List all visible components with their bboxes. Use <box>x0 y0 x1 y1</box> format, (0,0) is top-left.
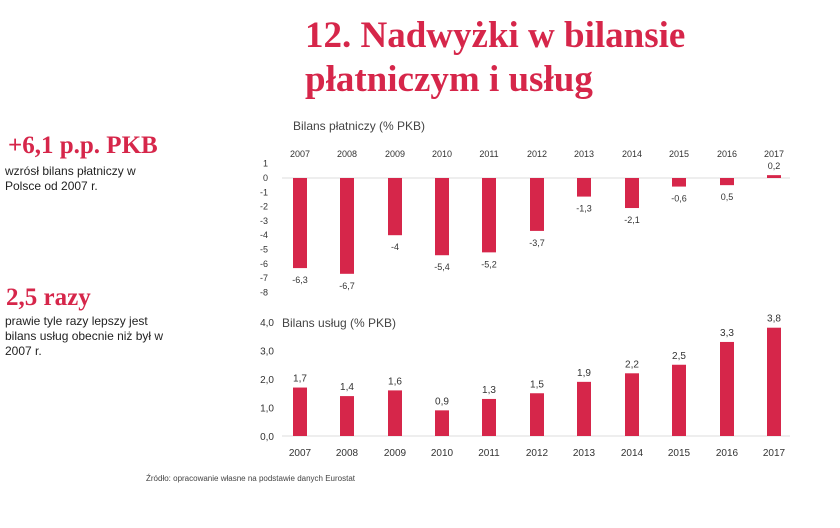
chart2-xtick-label: 2014 <box>621 448 644 459</box>
chart2-ytick-label: 0,0 <box>260 432 274 443</box>
chart1-ytick-label: -6 <box>260 259 268 269</box>
stat-description-services-balance: prawie tyle razy lepszy jest bilans usłu… <box>5 314 164 358</box>
chart2-xtick-label: 2016 <box>716 448 739 459</box>
chart2-data-label: 1,9 <box>577 368 591 379</box>
chart2-bar <box>293 387 307 436</box>
chart2-bar <box>720 341 734 436</box>
chart2-bar <box>435 410 449 436</box>
chart1-bar <box>577 178 591 197</box>
chart2-ytick-label: 2,0 <box>260 375 274 386</box>
chart1-ytick-label: -8 <box>260 287 268 297</box>
chart1-bar <box>625 178 639 209</box>
chart1-xtick-label: 2014 <box>622 149 642 159</box>
chart1-xtick-label: 2009 <box>385 149 405 159</box>
chart-payment-balance: Bilans płatniczy (% PKB) 1 0 -1 -2 -3 -4 -5 -6 -7… <box>260 119 790 297</box>
chart1-ytick-label: -1 <box>260 187 268 197</box>
chart1-ytick-label: -4 <box>260 230 268 240</box>
chart1-bar <box>720 178 734 186</box>
chart2-data-label: 1,3 <box>482 385 496 396</box>
chart1-xtick-label: 2016 <box>717 149 737 159</box>
chart2-data-label: 3,3 <box>720 328 734 339</box>
chart1-xtick-label: 2010 <box>432 149 452 159</box>
chart1-bar <box>435 178 449 256</box>
chart2-ytick-label: 1,0 <box>260 404 274 415</box>
chart1-data-label: -4 <box>391 242 399 252</box>
page-title: 12. Nadwyżki w bilansie płatniczym i usł… <box>305 15 686 100</box>
chart2-xtick-label: 2009 <box>384 448 407 459</box>
chart2-data-label: 2,2 <box>625 359 639 370</box>
chart2-data-label: 0,9 <box>435 396 449 407</box>
chart2-data-label: 1,4 <box>340 382 354 393</box>
chart1-ytick-label: 1 <box>263 159 268 169</box>
chart2-xtick-label: 2007 <box>289 448 312 459</box>
chart1-bar <box>388 178 402 236</box>
chart2-xtick-label: 2017 <box>763 448 786 459</box>
chart1-bar <box>530 178 544 231</box>
chart1-bar <box>340 178 354 274</box>
chart1-ytick-label: -7 <box>260 273 268 283</box>
source-note: Źródło: opracowanie własne na podstawie … <box>146 474 356 483</box>
chart2-xtick-label: 2013 <box>573 448 596 459</box>
chart1-xtick-label: 2007 <box>290 149 310 159</box>
chart1-bar <box>767 175 781 178</box>
chart2-xtick-label: 2010 <box>431 448 454 459</box>
stat-description-payment-balance: wzrósł bilans płatniczy w Polsce od 2007… <box>5 164 136 193</box>
chart1-data-label: -1,3 <box>576 204 592 214</box>
chart1-xtick-label: 2008 <box>337 149 357 159</box>
chart2-data-label: 1,7 <box>293 374 307 385</box>
chart1-ytick-label: -5 <box>260 245 268 255</box>
chart1-data-label: 0,5 <box>721 192 734 202</box>
chart1-data-label: -2,1 <box>624 215 640 225</box>
chart2-bar <box>388 390 402 436</box>
chart2-bar <box>767 327 781 436</box>
chart2-xtick-label: 2015 <box>668 448 691 459</box>
chart1-ytick-label: 0 <box>263 173 268 183</box>
chart2-ytick-label: 4,0 <box>260 318 274 329</box>
chart1-data-label: -5,4 <box>434 262 450 272</box>
chart1-data-label: -0,6 <box>671 194 687 204</box>
stat-value-services-balance: 2,5 razy <box>6 284 91 311</box>
chart2-data-label: 3,8 <box>767 314 781 325</box>
chart2-ytick-label: 3,0 <box>260 347 274 358</box>
chart1-data-label: -6,7 <box>339 281 355 291</box>
chart1-xtick-label: 2015 <box>669 149 689 159</box>
chart2-bar <box>625 373 639 436</box>
chart1-data-label: -6,3 <box>292 275 308 285</box>
chart-services-balance: Bilans usług (% PKB) 0,0 1,0 2,0 3,0 4,0 1,7 1,… <box>260 314 790 459</box>
chart1-ytick-label: -3 <box>260 216 268 226</box>
chart2-xtick-label: 2008 <box>336 448 359 459</box>
chart1-xtick-label: 2017 <box>764 149 784 159</box>
chart1-data-label: 0,2 <box>768 161 781 171</box>
chart1-xtick-label: 2011 <box>479 149 498 159</box>
chart2-data-label: 1,5 <box>530 379 544 390</box>
chart1-data-label: -3,7 <box>529 238 545 248</box>
chart2-bar <box>530 393 544 436</box>
chart2-data-label: 1,6 <box>388 376 402 387</box>
chart2-bar <box>482 398 496 436</box>
chart2-xtick-label: 2011 <box>478 448 500 459</box>
chart1-xtick-label: 2013 <box>574 149 594 159</box>
chart2-bar <box>577 381 591 436</box>
chart2-data-label: 2,5 <box>672 351 686 362</box>
chart2-title: Bilans usług (% PKB) <box>282 316 396 330</box>
chart1-bar <box>293 178 307 269</box>
chart1-bar <box>482 178 496 253</box>
chart1-title: Bilans płatniczy (% PKB) <box>293 119 425 133</box>
chart1-bar <box>672 178 686 187</box>
chart1-xtick-label: 2012 <box>527 149 547 159</box>
chart2-xtick-label: 2012 <box>526 448 549 459</box>
stat-value-payment-balance: +6,1 p.p. PKB <box>8 132 158 159</box>
chart2-bar <box>672 364 686 436</box>
chart2-bar <box>340 396 354 436</box>
chart1-data-label: -5,2 <box>481 259 497 269</box>
chart1-ytick-label: -2 <box>260 202 268 212</box>
